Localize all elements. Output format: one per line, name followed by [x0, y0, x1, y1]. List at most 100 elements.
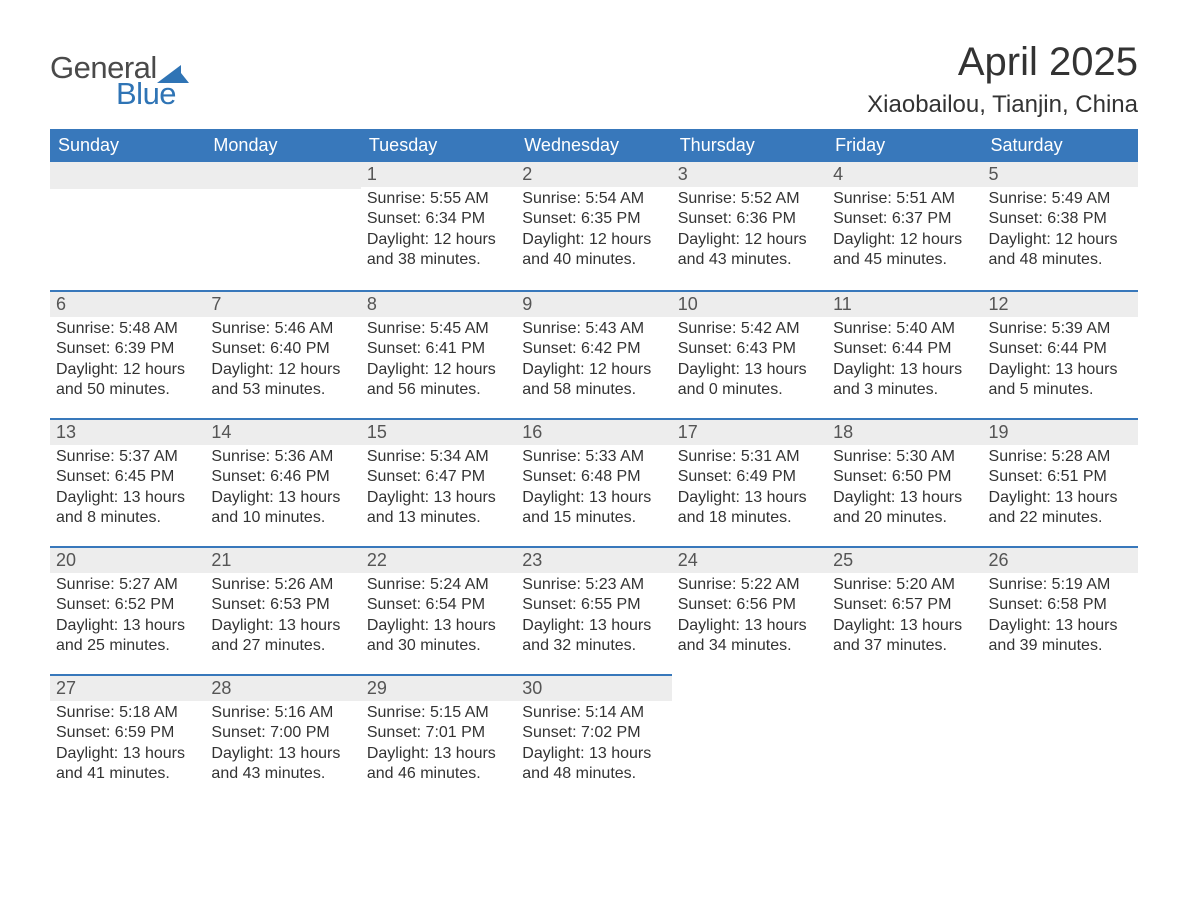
day-details: Sunrise: 5:40 AMSunset: 6:44 PMDaylight:… — [827, 317, 982, 407]
weekday-header: Tuesday — [361, 129, 516, 162]
day-details: Sunrise: 5:18 AMSunset: 6:59 PMDaylight:… — [50, 701, 205, 791]
calendar-cell: 7Sunrise: 5:46 AMSunset: 6:40 PMDaylight… — [205, 290, 360, 418]
calendar-cell — [983, 674, 1138, 802]
day-detail-line: Daylight: 13 hours and 25 minutes. — [56, 616, 199, 657]
day-detail-line: Sunset: 6:51 PM — [989, 467, 1132, 487]
day-detail-line: Sunset: 6:54 PM — [367, 595, 510, 615]
day-detail-line: Sunset: 6:49 PM — [678, 467, 821, 487]
calendar-cell: 21Sunrise: 5:26 AMSunset: 6:53 PMDayligh… — [205, 546, 360, 674]
weekday-header: Thursday — [672, 129, 827, 162]
day-number: 8 — [361, 290, 516, 317]
day-detail-line: Sunset: 6:57 PM — [833, 595, 976, 615]
day-detail-line: Sunset: 6:37 PM — [833, 209, 976, 229]
day-detail-line: Daylight: 12 hours and 40 minutes. — [522, 230, 665, 271]
calendar-row: 27Sunrise: 5:18 AMSunset: 6:59 PMDayligh… — [50, 674, 1138, 802]
calendar-cell: 6Sunrise: 5:48 AMSunset: 6:39 PMDaylight… — [50, 290, 205, 418]
calendar-row: 6Sunrise: 5:48 AMSunset: 6:39 PMDaylight… — [50, 290, 1138, 418]
day-detail-line: Sunset: 7:02 PM — [522, 723, 665, 743]
calendar-cell: 29Sunrise: 5:15 AMSunset: 7:01 PMDayligh… — [361, 674, 516, 802]
day-detail-line: Sunrise: 5:49 AM — [989, 189, 1132, 209]
day-detail-line: Daylight: 13 hours and 5 minutes. — [989, 360, 1132, 401]
day-details: Sunrise: 5:14 AMSunset: 7:02 PMDaylight:… — [516, 701, 671, 791]
day-number: 19 — [983, 418, 1138, 445]
day-number: 17 — [672, 418, 827, 445]
day-detail-line: Daylight: 12 hours and 53 minutes. — [211, 360, 354, 401]
day-details: Sunrise: 5:28 AMSunset: 6:51 PMDaylight:… — [983, 445, 1138, 535]
day-detail-line: Sunrise: 5:37 AM — [56, 447, 199, 467]
day-number: 7 — [205, 290, 360, 317]
day-number: 14 — [205, 418, 360, 445]
day-detail-line: Sunrise: 5:30 AM — [833, 447, 976, 467]
day-detail-line: Sunset: 6:43 PM — [678, 339, 821, 359]
calendar-row: 20Sunrise: 5:27 AMSunset: 6:52 PMDayligh… — [50, 546, 1138, 674]
day-detail-line: Daylight: 13 hours and 18 minutes. — [678, 488, 821, 529]
day-details: Sunrise: 5:27 AMSunset: 6:52 PMDaylight:… — [50, 573, 205, 663]
day-number: 20 — [50, 546, 205, 573]
day-number: 16 — [516, 418, 671, 445]
day-number: 25 — [827, 546, 982, 573]
day-details: Sunrise: 5:45 AMSunset: 6:41 PMDaylight:… — [361, 317, 516, 407]
day-number: 26 — [983, 546, 1138, 573]
day-detail-line: Daylight: 13 hours and 39 minutes. — [989, 616, 1132, 657]
day-detail-line: Daylight: 13 hours and 37 minutes. — [833, 616, 976, 657]
day-detail-line: Sunrise: 5:42 AM — [678, 319, 821, 339]
day-number: 28 — [205, 674, 360, 701]
day-details: Sunrise: 5:46 AMSunset: 6:40 PMDaylight:… — [205, 317, 360, 407]
location: Xiaobailou, Tianjin, China — [867, 91, 1138, 119]
day-detail-line: Sunrise: 5:20 AM — [833, 575, 976, 595]
calendar-cell: 26Sunrise: 5:19 AMSunset: 6:58 PMDayligh… — [983, 546, 1138, 674]
day-number: 21 — [205, 546, 360, 573]
calendar-cell: 9Sunrise: 5:43 AMSunset: 6:42 PMDaylight… — [516, 290, 671, 418]
day-detail-line: Daylight: 12 hours and 45 minutes. — [833, 230, 976, 271]
calendar-cell: 23Sunrise: 5:23 AMSunset: 6:55 PMDayligh… — [516, 546, 671, 674]
day-number: 23 — [516, 546, 671, 573]
day-number: 4 — [827, 162, 982, 187]
day-detail-line: Daylight: 13 hours and 27 minutes. — [211, 616, 354, 657]
day-detail-line: Sunrise: 5:22 AM — [678, 575, 821, 595]
calendar-cell: 28Sunrise: 5:16 AMSunset: 7:00 PMDayligh… — [205, 674, 360, 802]
day-detail-line: Sunrise: 5:19 AM — [989, 575, 1132, 595]
day-detail-line: Sunrise: 5:55 AM — [367, 189, 510, 209]
day-detail-line: Daylight: 12 hours and 38 minutes. — [367, 230, 510, 271]
day-details: Sunrise: 5:51 AMSunset: 6:37 PMDaylight:… — [827, 187, 982, 277]
day-detail-line: Sunset: 6:59 PM — [56, 723, 199, 743]
day-details: Sunrise: 5:39 AMSunset: 6:44 PMDaylight:… — [983, 317, 1138, 407]
calendar-cell: 17Sunrise: 5:31 AMSunset: 6:49 PMDayligh… — [672, 418, 827, 546]
day-details: Sunrise: 5:43 AMSunset: 6:42 PMDaylight:… — [516, 317, 671, 407]
day-detail-line: Sunset: 6:56 PM — [678, 595, 821, 615]
calendar-cell: 2Sunrise: 5:54 AMSunset: 6:35 PMDaylight… — [516, 162, 671, 290]
day-details: Sunrise: 5:49 AMSunset: 6:38 PMDaylight:… — [983, 187, 1138, 277]
day-detail-line: Sunset: 7:00 PM — [211, 723, 354, 743]
day-number: 30 — [516, 674, 671, 701]
day-number — [205, 162, 360, 189]
day-detail-line: Sunset: 6:47 PM — [367, 467, 510, 487]
day-detail-line: Sunrise: 5:34 AM — [367, 447, 510, 467]
day-detail-line: Sunset: 6:39 PM — [56, 339, 199, 359]
calendar-cell: 1Sunrise: 5:55 AMSunset: 6:34 PMDaylight… — [361, 162, 516, 290]
day-detail-line: Daylight: 13 hours and 3 minutes. — [833, 360, 976, 401]
day-detail-line: Sunset: 7:01 PM — [367, 723, 510, 743]
weekday-header: Saturday — [983, 129, 1138, 162]
calendar-cell: 4Sunrise: 5:51 AMSunset: 6:37 PMDaylight… — [827, 162, 982, 290]
day-detail-line: Sunset: 6:46 PM — [211, 467, 354, 487]
calendar-cell: 11Sunrise: 5:40 AMSunset: 6:44 PMDayligh… — [827, 290, 982, 418]
day-detail-line: Daylight: 13 hours and 32 minutes. — [522, 616, 665, 657]
day-details: Sunrise: 5:36 AMSunset: 6:46 PMDaylight:… — [205, 445, 360, 535]
day-detail-line: Daylight: 13 hours and 20 minutes. — [833, 488, 976, 529]
day-detail-line: Sunrise: 5:36 AM — [211, 447, 354, 467]
day-detail-line: Sunrise: 5:15 AM — [367, 703, 510, 723]
day-detail-line: Daylight: 13 hours and 8 minutes. — [56, 488, 199, 529]
day-details: Sunrise: 5:33 AMSunset: 6:48 PMDaylight:… — [516, 445, 671, 535]
calendar-cell: 10Sunrise: 5:42 AMSunset: 6:43 PMDayligh… — [672, 290, 827, 418]
calendar-cell: 30Sunrise: 5:14 AMSunset: 7:02 PMDayligh… — [516, 674, 671, 802]
day-detail-line: Sunset: 6:44 PM — [833, 339, 976, 359]
header: General Blue April 2025 Xiaobailou, Tian… — [50, 40, 1138, 119]
day-number: 27 — [50, 674, 205, 701]
day-detail-line: Sunset: 6:35 PM — [522, 209, 665, 229]
day-detail-line: Sunset: 6:38 PM — [989, 209, 1132, 229]
day-detail-line: Sunrise: 5:54 AM — [522, 189, 665, 209]
day-detail-line: Sunrise: 5:14 AM — [522, 703, 665, 723]
calendar-row: 1Sunrise: 5:55 AMSunset: 6:34 PMDaylight… — [50, 162, 1138, 290]
day-detail-line: Sunset: 6:55 PM — [522, 595, 665, 615]
day-number: 5 — [983, 162, 1138, 187]
